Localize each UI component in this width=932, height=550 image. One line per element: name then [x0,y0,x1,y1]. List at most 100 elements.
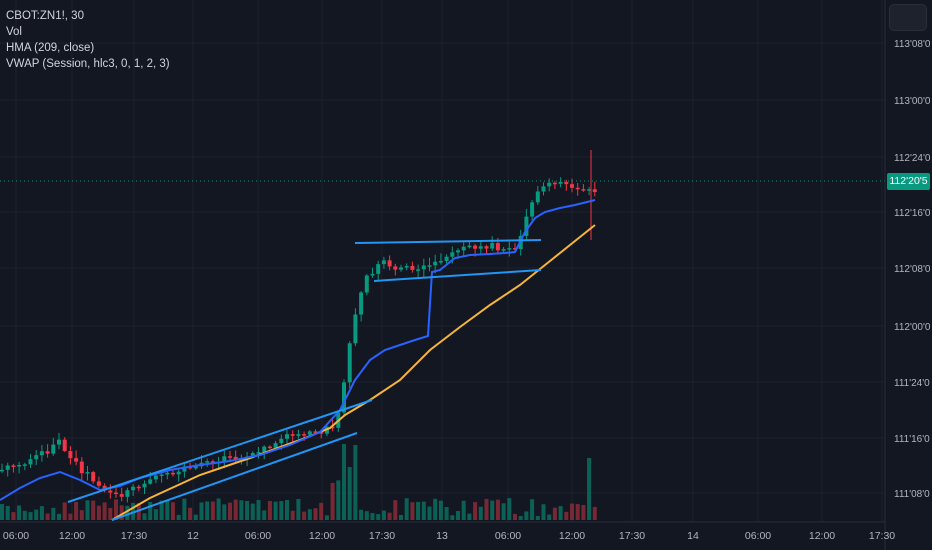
volume-bar [541,504,546,520]
candle-body [410,265,415,270]
volume-bar [136,503,141,520]
volume-indicator-label[interactable]: Vol [6,26,22,38]
candle-body [176,471,181,475]
volume-bar [524,511,529,520]
candle-body [91,472,96,482]
candle-body [495,243,500,251]
candle-body [444,256,449,262]
candle-body [165,472,170,475]
price-tick-label: 113'00'0 [894,96,931,107]
candle-body [193,466,198,469]
candle-body [74,458,79,462]
candle-body [57,439,61,445]
time-axis[interactable]: 06:00 12:00 17:30 12 06:00 12:00 17:30 13 06:00 1… [0,521,895,542]
volume-bar [450,515,455,520]
candle-body [17,464,22,467]
candle-body [34,455,39,460]
candle-body [11,465,16,467]
volume-bar [399,514,403,520]
price-tick-label: 111'24'0 [894,378,930,389]
candle-body [513,248,517,250]
trendlines[interactable] [67,239,542,521]
candle-body [302,434,307,436]
volume-bar [250,503,255,520]
candle-body [330,426,335,429]
volume-bar [575,504,580,520]
time-tick-label: 06:00 [745,530,771,542]
candle-body [210,461,215,463]
candle-body [290,434,295,436]
candle-body [507,248,512,250]
volume-bar [302,511,307,520]
candle-body [342,382,346,413]
volume-bar [125,505,130,520]
volume-bar [592,506,597,520]
time-tick-label: 17:30 [619,530,645,542]
volume-bars [0,444,597,520]
time-tick-label: 13 [436,530,448,542]
volume-bar [530,499,535,520]
candle-body [182,466,187,472]
candle-body [267,446,272,449]
vwap-indicator-label[interactable]: VWAP (Session, hlc3, 0, 1, 2, 3) [6,58,170,70]
candle-body [313,431,318,433]
volume-bar [28,512,33,520]
volume-bar [564,511,569,520]
price-tick-label: 112'08'0 [894,264,931,275]
volume-bar [387,512,392,520]
candle-body [285,434,289,439]
candle-body [273,443,278,448]
volume-bar [535,515,540,520]
volume-bar [547,514,552,520]
time-tick-label: 06:00 [3,530,29,542]
volume-bar [79,510,84,520]
candle-body [570,184,574,188]
volume-bar [85,500,90,520]
volume-bar [507,498,512,520]
candle-body [592,189,597,193]
candle-body [393,266,398,270]
volume-bar [228,502,232,520]
volume-bar [342,444,346,520]
candle-body [296,434,301,436]
volume-bar [347,467,352,520]
candle-body [131,486,136,491]
chart-legend: CBOT:ZN1!, 30 Vol HMA (209, close) VWAP … [6,8,170,72]
volume-bar [513,513,517,520]
trendline [373,269,542,282]
volume-bar [114,499,118,520]
volume-bar [501,503,506,520]
hma-indicator-label[interactable]: HMA (209, close) [6,42,95,54]
volume-bar [262,510,267,520]
volume-bar [51,507,56,520]
volume-bar [34,509,39,520]
price-tick-label: 111'08'0 [894,489,930,500]
candle-body [376,264,381,274]
volume-bar [11,512,16,520]
volume-bar [193,514,198,520]
symbol-label[interactable]: CBOT:ZN1!, 30 [6,10,84,22]
volume-bar [518,515,523,520]
volume-bar [376,514,381,520]
candle-body [148,479,153,484]
candle-body [307,431,312,435]
volume-bar [119,505,124,520]
price-tick-label: 111'16'0 [894,434,930,445]
chart-settings-button[interactable] [889,4,927,31]
volume-bar [108,507,113,520]
candle-body [28,459,33,465]
candle-body [416,269,421,271]
candle-body [68,451,73,459]
volume-bar [74,501,79,520]
price-axis[interactable]: 113'08'0 113'00'0 112'24'0 112'16'0 112'08'0… [884,0,931,550]
candle-body [136,486,141,489]
time-tick-label: 06:00 [245,530,271,542]
time-tick-label: 12 [187,530,199,542]
price-tick-label: 112'24'0 [894,153,931,164]
volume-bar [410,502,415,520]
candle-body [530,202,535,217]
volume-bar [416,501,421,520]
candle-body [370,273,375,276]
candle-body [501,249,506,251]
